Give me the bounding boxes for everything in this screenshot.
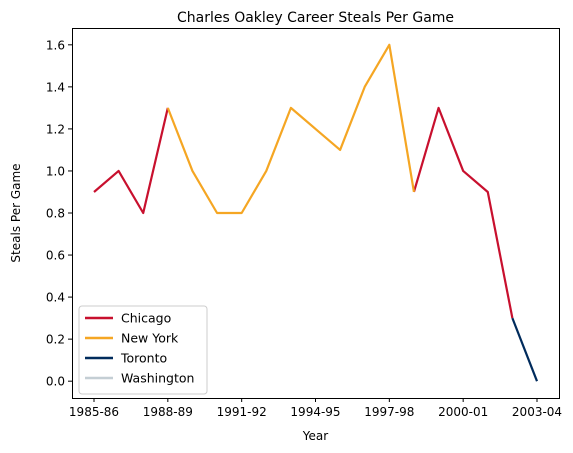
y-tick-label: 0.2 <box>46 333 65 347</box>
legend: Chicago New York Toronto Washington <box>78 305 208 395</box>
x-axis-ticks: 1985-86 1988-89 1991-92 1994-95 1997-98 2000-… <box>69 398 562 419</box>
series-lines <box>93 43 539 382</box>
legend-label-new-york: New York <box>121 331 179 346</box>
series-line-toronto <box>511 317 539 382</box>
x-tick-label: 1985-86 <box>69 405 119 419</box>
legend-label-toronto: Toronto <box>120 351 167 366</box>
y-tick-label: 0.4 <box>46 291 65 305</box>
series-line-new-york <box>166 43 416 215</box>
legend-box <box>78 305 208 395</box>
legend-items: Chicago New York Toronto Washington <box>85 311 194 386</box>
series-line-chicago <box>93 107 169 215</box>
x-tick-label: 1988-89 <box>143 405 193 419</box>
x-tick-label: 1991-92 <box>217 405 267 419</box>
legend-label-chicago: Chicago <box>121 311 171 326</box>
y-tick-label: 1.6 <box>46 38 65 52</box>
y-tick-label: 1.0 <box>46 164 65 178</box>
y-tick-label: 0.8 <box>46 207 65 221</box>
y-tick-label: 1.2 <box>46 122 65 136</box>
x-tick-label: 1994-95 <box>290 405 340 419</box>
x-tick-label: 2000-01 <box>438 405 488 419</box>
x-tick-label: 2003-04 <box>512 405 562 419</box>
series-line-chicago <box>412 106 514 319</box>
plot-area: 1985-86 1988-89 1991-92 1994-95 1997-98 2000-… <box>46 28 562 419</box>
legend-label-washington: Washington <box>121 371 194 386</box>
x-axis-label: Year <box>302 429 328 443</box>
y-tick-label: 1.4 <box>46 80 65 94</box>
y-axis-label: Steals Per Game <box>9 163 23 262</box>
y-axis-ticks: 0.0 0.2 0.4 0.6 0.8 1.0 1.2 1.4 1.6 <box>46 38 72 389</box>
y-tick-label: 0.0 <box>46 375 65 389</box>
chart-title: Charles Oakley Career Steals Per Game <box>177 10 454 26</box>
x-tick-label: 1997-98 <box>364 405 414 419</box>
y-tick-label: 0.6 <box>46 249 65 263</box>
